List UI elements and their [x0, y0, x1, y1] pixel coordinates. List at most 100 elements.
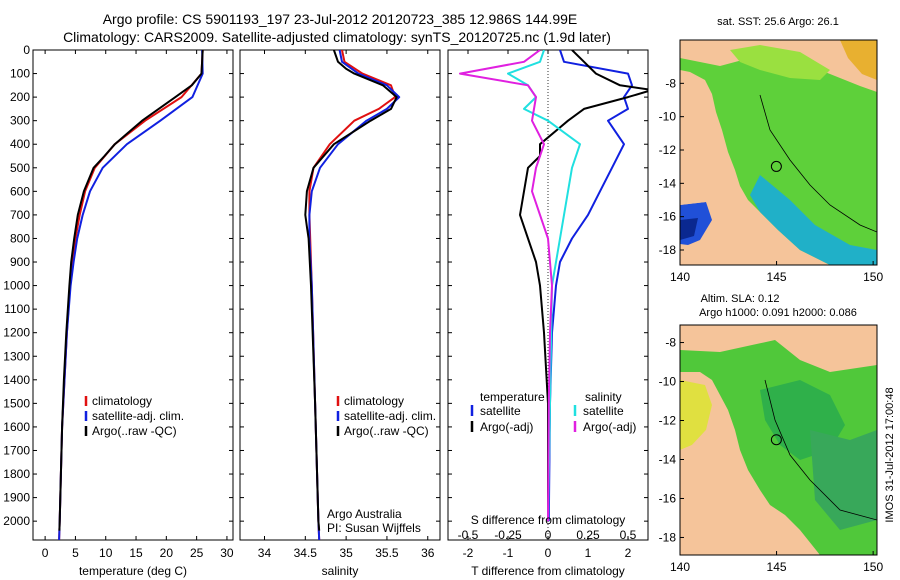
x-tick-label: -2: [463, 546, 474, 560]
x-tick-label: 2: [625, 546, 632, 560]
legend-label-s-argo: Argo(-adj): [583, 420, 636, 434]
temperature-ticks: 0 5 10 15 20 25 300100200300400500600700800900…: [3, 43, 234, 560]
contour-line: [764, 379, 877, 521]
y-tick-label: 1800: [3, 467, 30, 481]
y-tick-label: 1500: [3, 396, 30, 410]
land-peninsula-west: [680, 430, 712, 540]
y-tick-label: 1000: [3, 279, 30, 293]
y-tick-label: -12: [659, 143, 677, 157]
x-tick-label: 145: [767, 560, 787, 574]
legend-label-t-satellite: satellite: [480, 404, 521, 418]
salinity-legend: climatology satellite-adj. clim. Argo(..…: [336, 394, 436, 438]
sst-map-frame: [679, 39, 878, 266]
temperature-legend: climatology satellite-adj. clim. Argo(..…: [84, 394, 184, 438]
x-tick-label: 140: [670, 560, 690, 574]
y-tick-label: 1900: [3, 491, 30, 505]
y-tick-label: 1700: [3, 443, 30, 457]
difference-s-tick-labels: -0.5 -0.25 0 0.25 0.5: [458, 528, 637, 542]
x-tick-label: 20: [160, 546, 174, 560]
difference-panel: -2 -1 0 1 2 S difference from climatology -0…: [447, 49, 649, 578]
y-tick-label: -12: [659, 414, 677, 428]
x-tick-label: 35.5: [375, 546, 399, 560]
x-tick-label: 15: [129, 546, 143, 560]
x-tick-label: 0: [545, 546, 552, 560]
x-tick-label: 36: [421, 546, 435, 560]
legend-label-argo: Argo(..raw -QC): [344, 424, 429, 438]
difference-xlabel: T difference from climatology: [471, 564, 625, 578]
x-tick-label: 10: [99, 546, 113, 560]
y-tick-label: -8: [665, 336, 676, 350]
x-tick-label: 150: [863, 560, 883, 574]
difference-series: [459, 50, 648, 522]
s-tick-label: -0.5: [458, 528, 479, 542]
sea-region: [680, 52, 877, 265]
salinity-ticks: 34 34.5 35 35.5 36: [240, 49, 440, 560]
sla-map-title-line-1: Altim. SLA: 0.12: [701, 293, 780, 305]
y-tick-label: -8: [665, 76, 676, 90]
sst-map-title: sat. SST: 25.6 Argo: 26.1: [717, 16, 839, 28]
s-tick-label: 0.5: [620, 528, 637, 542]
x-tick-label: 140: [670, 270, 690, 284]
y-tick-label: 1600: [3, 420, 30, 434]
y-tick-label: 900: [10, 255, 30, 269]
contour-line: [759, 94, 877, 233]
x-tick-label: 1: [585, 546, 592, 560]
legend-label-climatology: climatology: [92, 394, 152, 408]
legend-label-t-argo: Argo(-adj): [480, 420, 533, 434]
series-line-s-argo-adj: [459, 50, 553, 522]
sla-map-title-line-2: Argo h1000: 0.091 h2000: 0.086: [699, 307, 857, 319]
y-tick-label: 400: [10, 137, 30, 151]
argo-position-marker: [770, 160, 782, 172]
sla-map: Altim. SLA: 0.12 Argo h1000: 0.091 h2000…: [659, 293, 884, 574]
sea-deep-patch: [810, 430, 877, 530]
x-tick-label: 145: [767, 270, 787, 284]
x-tick-label: 150: [863, 270, 883, 284]
difference-ticks: -2 -1 0 1 2: [448, 49, 648, 560]
y-tick-label: -14: [659, 452, 677, 466]
x-tick-label: -1: [503, 546, 514, 560]
x-tick-label: 25: [190, 546, 204, 560]
y-tick-label: 1200: [3, 326, 30, 340]
difference-xlabel-top: S difference from climatology: [471, 513, 626, 527]
s-tick-label: 0.25: [576, 528, 600, 542]
sla-map-field: [680, 325, 877, 555]
salinity-xlabel: salinity: [322, 564, 359, 578]
series-line-t-satellite: [547, 50, 633, 522]
land-peninsula-west: [680, 150, 716, 205]
y-tick-label: -10: [659, 375, 677, 389]
sla-map-frame: [679, 324, 878, 556]
y-tick-label: 200: [10, 90, 30, 104]
annotation-pi: PI: Susan Wijffels: [327, 521, 421, 535]
legend-label-climatology: climatology: [344, 394, 404, 408]
y-tick-label: 1400: [3, 373, 30, 387]
y-tick-label: 500: [10, 161, 30, 175]
header-line-1: Argo profile: CS 5901193_197 23-Jul-2012…: [103, 11, 578, 27]
temperature-panel: 0 5 10 15 20 25 300100200300400500600700800900…: [3, 43, 234, 578]
annotation-argo-australia: Argo Australia: [327, 507, 402, 521]
sea-yellow-patch: [680, 380, 712, 450]
s-tick-label: -0.25: [494, 528, 522, 542]
y-tick-label: -16: [659, 210, 677, 224]
x-tick-label: 30: [220, 546, 234, 560]
y-tick-label: -18: [659, 243, 677, 257]
legend-label-s-satellite: satellite: [583, 404, 624, 418]
argo-position-marker: [770, 434, 782, 446]
y-tick-label: 1300: [3, 349, 30, 363]
salinity-panel: 34 34.5 35 35.5 36 salinity climatology sate…: [239, 49, 441, 578]
y-tick-label: 2000: [3, 514, 30, 528]
y-tick-label: -14: [659, 176, 677, 190]
sea-coldest-patch: [680, 218, 698, 240]
legend-label-satellite: satellite-adj. clim.: [344, 409, 436, 423]
y-tick-label: -10: [659, 110, 677, 124]
side-timestamp: IMOS 31-Jul-2012 17:00:48: [884, 387, 896, 522]
difference-legend: temperature salinity satellite Argo(-adj…: [470, 390, 636, 434]
legend-title-salinity: salinity: [585, 390, 622, 404]
sst-map: sat. SST: 25.6 Argo: 26.1 140 145 150 -8 -10…: [659, 16, 884, 284]
x-tick-label: 5: [72, 546, 79, 560]
y-tick-label: -18: [659, 530, 677, 544]
x-tick-label: 34.5: [294, 546, 318, 560]
sea-warm-patch: [730, 45, 830, 80]
sla-map-ticks: 140 145 150 -8 -10 -12 -14 -16 -18: [659, 336, 884, 574]
x-tick-label: 34: [258, 546, 272, 560]
